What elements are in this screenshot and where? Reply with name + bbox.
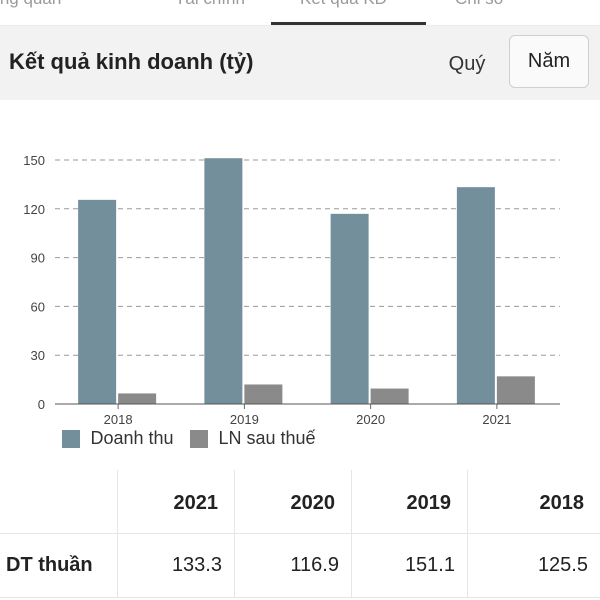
active-tab-indicator — [271, 22, 426, 25]
bar-revenue — [330, 213, 369, 404]
top-tab-business-results[interactable]: Kết quả KD — [300, 0, 387, 9]
x-tick-label: 2019 — [230, 412, 259, 427]
y-tick-label: 120 — [23, 202, 45, 217]
top-tab-ratios[interactable]: Chỉ số — [455, 0, 503, 9]
x-tick-label: 2018 — [104, 412, 133, 427]
x-tick-label: 2020 — [356, 412, 385, 427]
legend-swatch-revenue — [62, 429, 80, 448]
y-tick-label: 0 — [38, 397, 45, 412]
y-tick-label: 30 — [31, 348, 45, 363]
bar-revenue — [456, 187, 495, 404]
section-title: Kết quả kinh doanh (tỷ) — [9, 49, 254, 74]
x-tick-label: 2021 — [482, 412, 511, 427]
legend-label-revenue: Doanh thu — [90, 428, 174, 448]
table-row-label: DT thuần — [0, 534, 118, 598]
results-table: 2021 2020 2019 2018 DT thuần 133.3 116.9… — [0, 470, 600, 600]
legend-item-profit: LN sau thuế — [189, 428, 316, 449]
top-tab-bar: Tổng quan Tài chính Kết quả KD Chỉ số — [0, 0, 600, 26]
table-cell: 133.3 — [118, 534, 235, 598]
bar-profit — [496, 376, 535, 404]
legend-swatch-profit — [189, 429, 208, 448]
bar-profit — [244, 384, 283, 404]
bar-revenue — [204, 158, 243, 404]
bar-chart-svg: 0 30 60 90 120 150 2018 2019 2020 2021 — [23, 153, 560, 427]
legend-item-revenue: Doanh thu — [62, 428, 174, 449]
y-tick-label: 90 — [31, 251, 45, 266]
bar-profit — [118, 393, 157, 404]
bar-profit — [370, 388, 409, 404]
y-tick-label: 150 — [23, 153, 45, 168]
table-header-cell — [0, 470, 118, 534]
table-header-cell: 2018 — [468, 470, 600, 534]
business-results-chart: 0 30 60 90 120 150 2018 2019 2020 2021 Doanh thu … — [0, 100, 600, 470]
bar-revenue — [78, 199, 117, 404]
top-tab-overview[interactable]: Tổng quan — [0, 0, 61, 9]
period-quarter-button[interactable]: Quý — [448, 53, 486, 75]
chart-legend: Doanh thu LN sau thuế — [62, 428, 328, 452]
y-tick-label: 60 — [31, 299, 45, 314]
table-header-cell: 2020 — [235, 470, 352, 534]
table-cell: 116.9 — [235, 534, 352, 598]
table-header-cell: 2019 — [352, 470, 468, 534]
top-tab-finance[interactable]: Tài chính — [175, 0, 245, 9]
section-header: Kết quả kinh doanh (tỷ) Quý Năm — [0, 26, 600, 100]
table-header-cell: 2021 — [118, 470, 235, 534]
table-cell: 151.1 — [352, 534, 468, 598]
period-year-button[interactable]: Năm — [509, 35, 589, 88]
legend-label-profit: LN sau thuế — [218, 428, 316, 448]
table-cell: 125.5 — [468, 534, 600, 598]
